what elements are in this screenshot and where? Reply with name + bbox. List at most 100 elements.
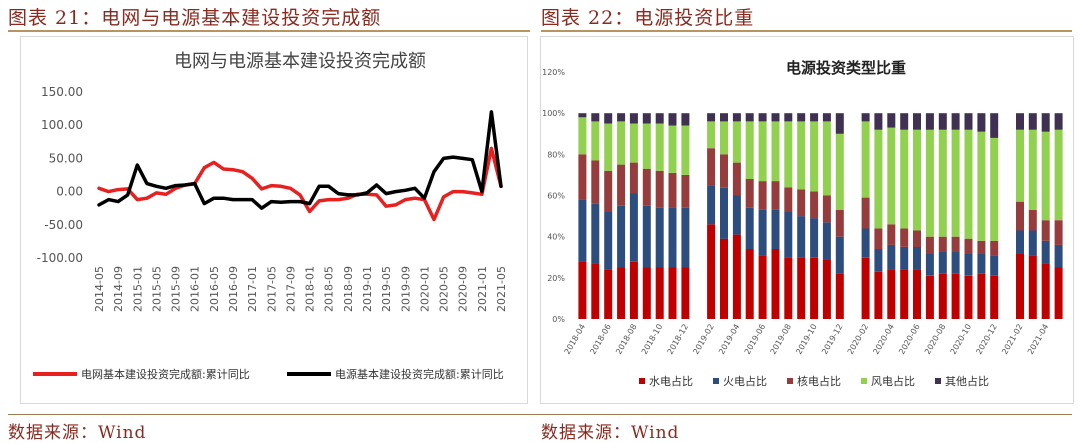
bar-segment xyxy=(990,275,999,319)
bar-segment xyxy=(887,224,896,245)
bar-segment xyxy=(913,129,921,231)
bar-segment xyxy=(977,273,986,319)
bar-segment xyxy=(745,249,754,319)
bar-segment xyxy=(938,273,947,319)
bar-segment xyxy=(1028,230,1037,256)
bar-segment xyxy=(784,212,793,258)
bar-segment xyxy=(720,121,728,155)
stacked-bar-chart-panel: 电源投资类型比重 0% 20% 40% 60% 80% 100% 120% 2018-04 201… xyxy=(540,36,1074,404)
x-tick-label: 2019-01 xyxy=(361,266,374,312)
bar-segment xyxy=(810,257,819,320)
x-tick-label: 2014-05 xyxy=(93,266,106,312)
x-tick-label: 2019-10 xyxy=(794,323,819,356)
legend-label: 风电占比 xyxy=(871,374,915,388)
y-tick-label: 0.00 xyxy=(56,185,83,199)
bar-segment xyxy=(887,113,896,128)
bar-segment xyxy=(925,113,934,130)
line-chart-panel: 电网与电源基本建设投资完成额 150.00 100.00 50.00 0.00 -50.0… xyxy=(20,36,528,404)
bar-segment xyxy=(629,193,638,262)
bar-segment xyxy=(861,228,870,258)
bar-segment xyxy=(629,123,638,163)
bar-segment xyxy=(951,129,960,237)
bar-segment xyxy=(810,113,819,122)
legend-label: 核电占比 xyxy=(797,374,841,388)
x-tick-label: 2019-09 xyxy=(399,266,412,312)
x-tick-label: 2020-01 xyxy=(418,266,431,312)
bar-segment xyxy=(925,236,934,254)
bar-segment xyxy=(668,207,677,268)
bar-segment xyxy=(771,113,780,122)
bar-segment xyxy=(681,113,690,126)
bar-segment xyxy=(977,131,986,241)
bar-segment xyxy=(617,205,626,268)
bar-segment xyxy=(707,148,716,186)
title-underline-left xyxy=(8,30,530,32)
bar-segment xyxy=(938,129,947,237)
bar-segment xyxy=(758,121,767,182)
bar-segment xyxy=(681,174,690,208)
bar-segment xyxy=(642,168,651,206)
bar-segment xyxy=(874,271,883,319)
bar-segment xyxy=(604,170,613,212)
bar-segment xyxy=(900,129,909,229)
x-tick-label: 2018-09 xyxy=(342,266,355,312)
bar-segment xyxy=(797,189,806,217)
footer-rule xyxy=(8,414,1072,415)
bar-segment xyxy=(617,164,626,206)
y-tick-label: -100.00 xyxy=(37,251,83,265)
x-tick-label: 2019-02 xyxy=(691,323,716,356)
bar-segment xyxy=(977,253,986,274)
bar-segment xyxy=(617,113,626,122)
bar-segment xyxy=(1054,244,1063,268)
bar-segment xyxy=(1041,220,1050,241)
chart-title: 电源投资类型比重 xyxy=(786,59,906,77)
y-tick-label: 20% xyxy=(547,274,565,283)
bar-segment xyxy=(720,187,728,239)
x-tick-label: 2018-06 xyxy=(588,323,613,356)
bar-segment xyxy=(578,199,587,262)
bar-segment xyxy=(835,133,844,210)
bar-segment xyxy=(771,181,780,210)
bar-segment xyxy=(1054,220,1063,245)
bar-segment xyxy=(900,113,909,130)
x-tick-label: 2019-05 xyxy=(380,266,393,312)
x-tick-label: 2020-02 xyxy=(846,323,871,356)
bar-segment xyxy=(822,259,831,319)
x-tick-label: 2016-05 xyxy=(208,266,221,312)
bar-segment xyxy=(925,253,934,276)
bar-segment xyxy=(1054,129,1063,221)
series-line-2 xyxy=(97,110,503,210)
bar-segment xyxy=(578,113,587,118)
legend-label: 电网基本建设投资完成额:累计同比 xyxy=(81,367,250,381)
bar-segment xyxy=(655,123,664,171)
bar-segment xyxy=(1041,240,1050,264)
bar-segment xyxy=(707,185,716,225)
bar-segment xyxy=(938,251,947,274)
y-tick-label: 80% xyxy=(547,150,565,159)
x-tick-label: 2017-09 xyxy=(284,266,297,312)
y-tick-label: 60% xyxy=(547,192,565,201)
bar-segment xyxy=(745,121,754,179)
bar-segment xyxy=(822,121,831,196)
bar-segment xyxy=(835,209,844,237)
bar-segment xyxy=(707,121,716,149)
bar-segment xyxy=(720,238,728,319)
bar-segment xyxy=(913,269,921,319)
bar-segment xyxy=(822,222,831,260)
x-tick-label: 2015-09 xyxy=(170,266,183,312)
bar-segment xyxy=(1016,113,1024,130)
bar-segment xyxy=(990,240,999,256)
line-chart: 电网与电源基本建设投资完成额 150.00 100.00 50.00 0.00 -50.0… xyxy=(33,51,508,381)
bar-segment xyxy=(732,162,741,196)
bar-segment xyxy=(797,216,806,258)
bar-segment xyxy=(745,207,754,249)
bar-segment xyxy=(784,121,793,188)
bar-segment xyxy=(668,113,677,126)
x-tick-label: 2019-08 xyxy=(769,323,794,356)
bar-segment xyxy=(861,197,870,229)
y-tick-label: 50.00 xyxy=(49,151,83,165)
bar-segment xyxy=(964,275,973,319)
x-tick-label: 2016-09 xyxy=(227,266,240,312)
bar-segment xyxy=(707,224,716,319)
bar-segment xyxy=(874,113,883,130)
